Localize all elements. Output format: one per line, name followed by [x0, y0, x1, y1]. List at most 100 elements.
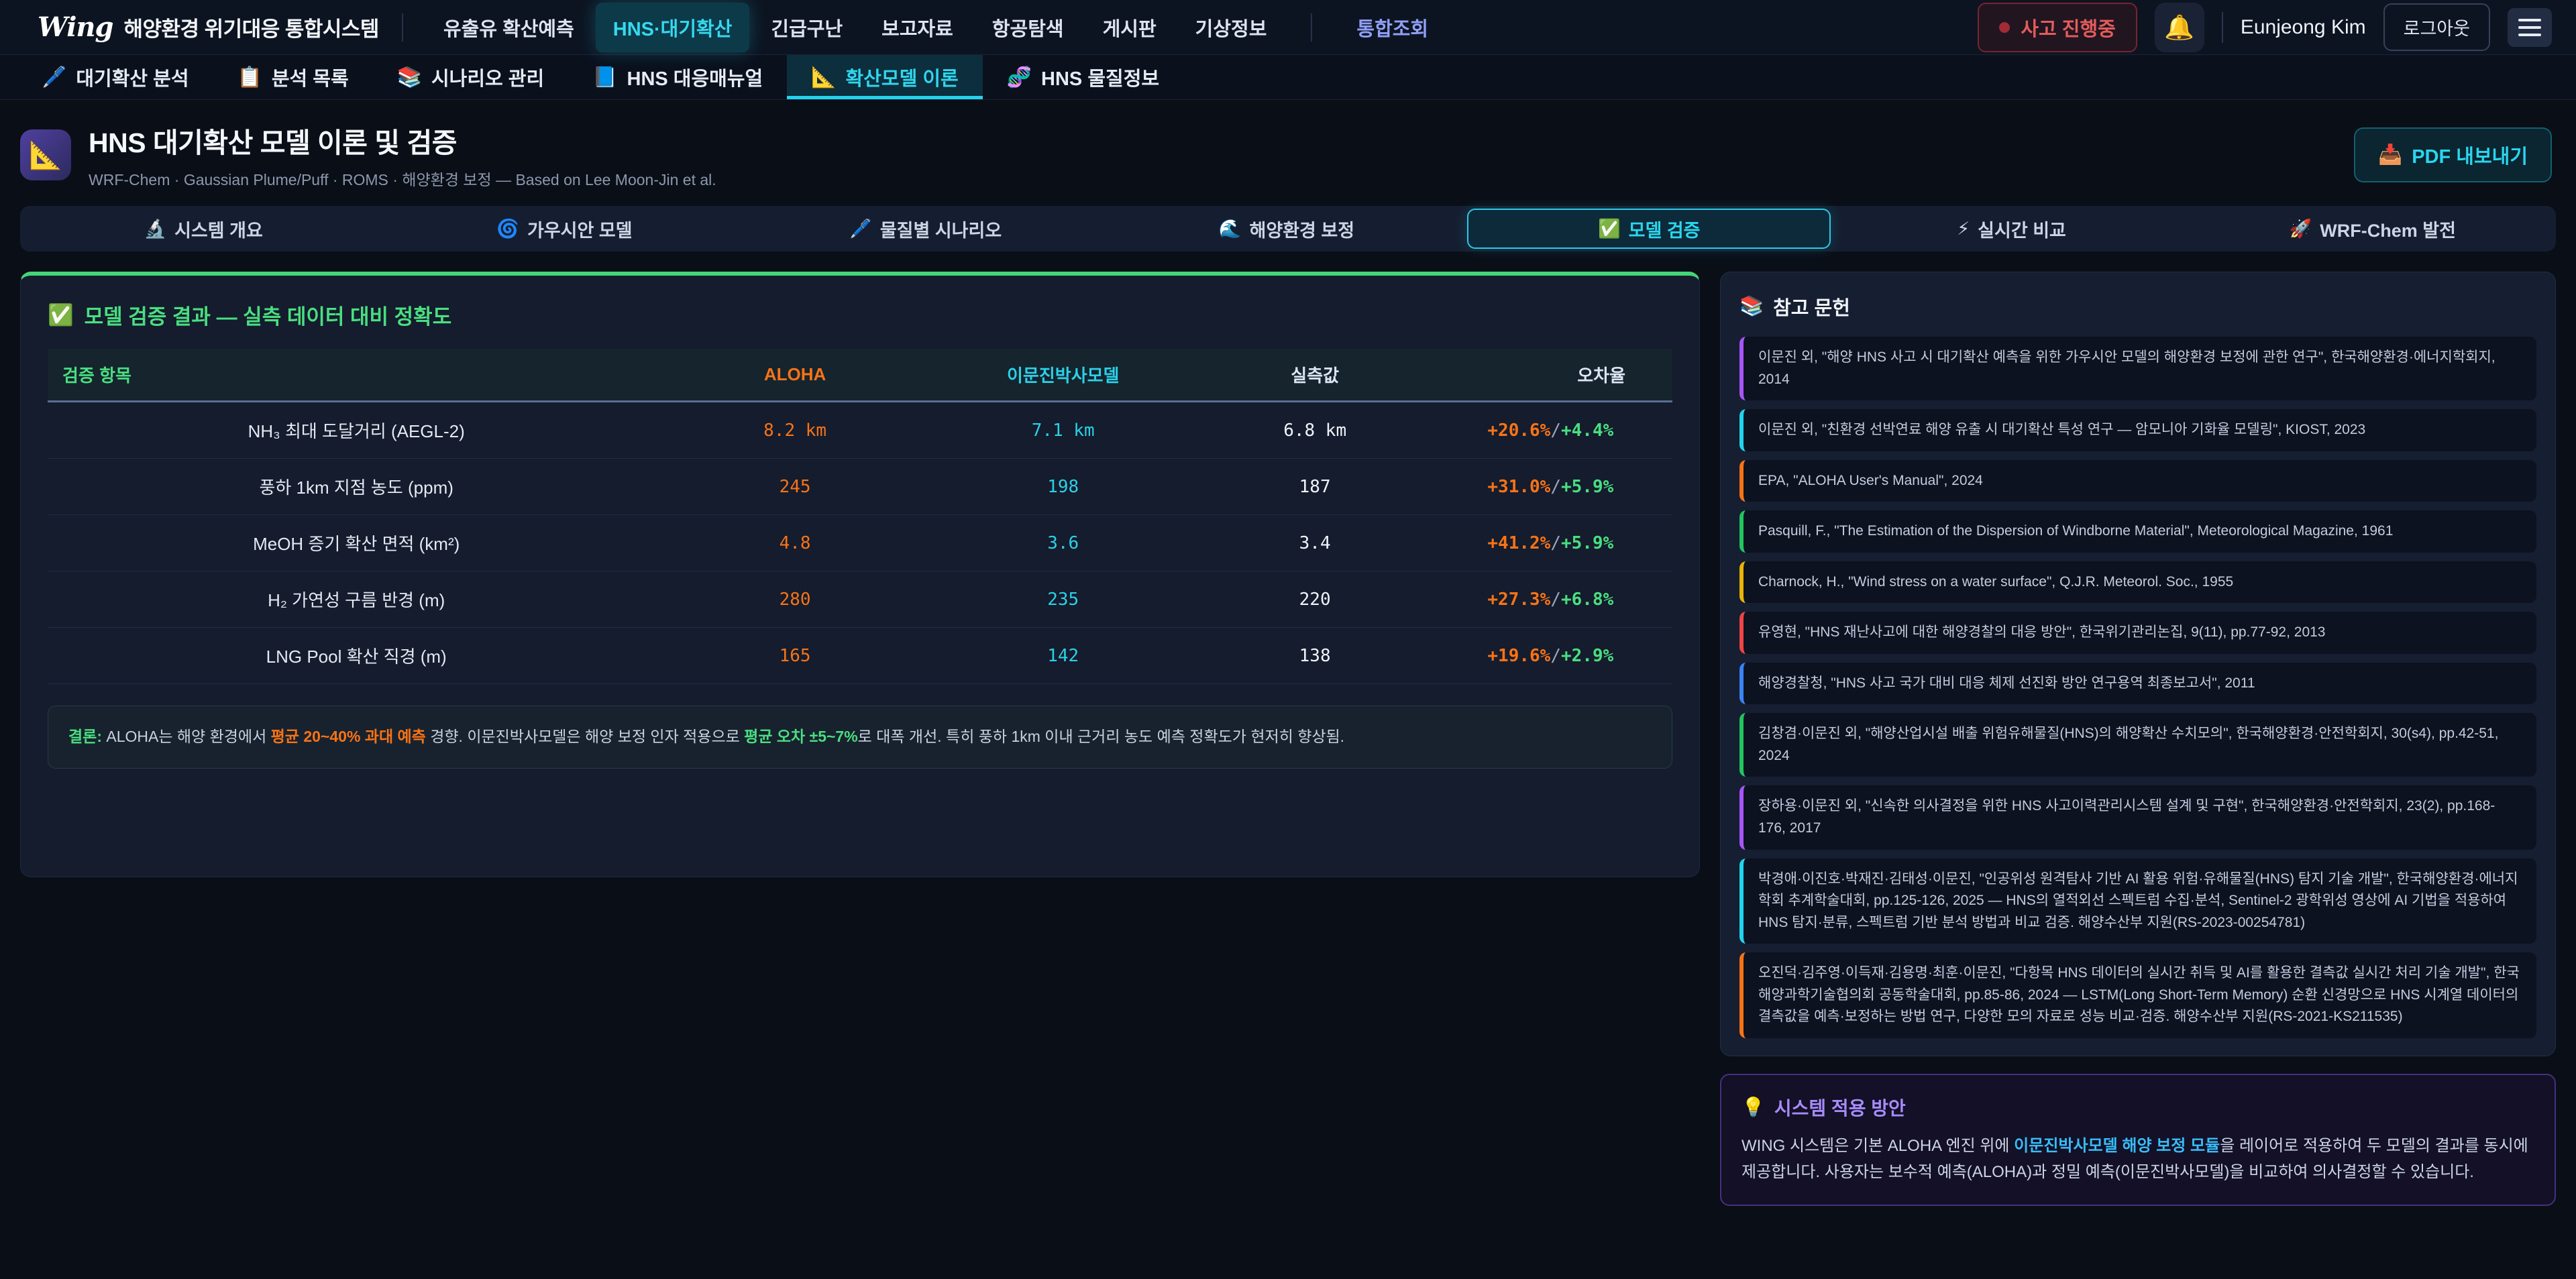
- error-model-4: +2.9%: [1560, 645, 1614, 666]
- validation-section-title: ✅ 모델 검증 결과 — 실측 데이터 대비 정확도: [48, 300, 1672, 330]
- error-separator-1: /: [1550, 476, 1561, 497]
- cell-measured-4: 138: [1201, 627, 1429, 684]
- subnav-item-2[interactable]: 📚 시나리오 관리: [373, 55, 569, 99]
- note-segment-1: ALOHA는 해양 환경에서: [101, 728, 271, 745]
- user-name: Eunjeong Kim: [2240, 15, 2366, 38]
- note-segment-3: 경향. 이문진박사모델은 해양 보정 인자 적용으로: [425, 728, 745, 745]
- tab-6[interactable]: 🚀 WRF-Chem 발전: [2192, 209, 2553, 249]
- subnav-item-4[interactable]: 📐 확산모델 이론: [787, 55, 983, 99]
- validation-header-row: 검증 항목 ALOHA 이문진박사모델 실측값 오차율: [48, 349, 1672, 402]
- reference-item-10[interactable]: 오진덕·김주영·이득재·김용명·최훈·이문진, "다항목 HNS 데이터의 실시…: [1739, 952, 2536, 1038]
- tab-2[interactable]: 🖊️ 물질별 시나리오: [745, 209, 1106, 249]
- cell-measured-0: 6.8 km: [1201, 401, 1429, 459]
- cell-aloha-3: 280: [665, 571, 925, 628]
- error-separator-2: /: [1550, 533, 1561, 553]
- tab-0[interactable]: 🔬 시스템 개요: [23, 209, 384, 249]
- nav-item-4[interactable]: 항공탐색: [991, 18, 1064, 40]
- subnav-item-0[interactable]: 🖊️ 대기확산 분석: [17, 55, 213, 99]
- validation-results-card: ✅ 모델 검증 결과 — 실측 데이터 대비 정확도 검증 항목 ALOHA 이…: [20, 272, 1700, 877]
- reference-item-2[interactable]: EPA, "ALOHA User's Manual", 2024: [1739, 459, 2536, 502]
- error-model-1: +5.9%: [1560, 476, 1614, 497]
- incident-status-badge[interactable]: 사고 진행중: [1978, 2, 2137, 52]
- system-application-panel: 💡 시스템 적용 방안 WING 시스템은 기본 ALOHA 엔진 위에 이문진…: [1720, 1073, 2556, 1207]
- cell-error-2: +41.2%/+5.9%: [1428, 514, 1672, 571]
- validation-title-text: 모델 검증 결과 — 실측 데이터 대비 정확도: [84, 305, 452, 329]
- references-title-text: 참고 문헌: [1773, 298, 1850, 319]
- pdf-export-button[interactable]: 📥 PDF 내보내기: [2354, 127, 2552, 182]
- references-list: 이문진 외, "해양 HNS 사고 시 대기확산 예측을 위한 가우시안 모델의…: [1739, 337, 2536, 1038]
- lightbulb-icon: 💡: [1741, 1097, 1765, 1118]
- validation-table-body: NH₃ 최대 도달거리 (AEGL-2) 8.2 km 7.1 km 6.8 km +2…: [48, 401, 1672, 684]
- app-title: 해양환경 위기대응 통합시스템: [123, 17, 379, 41]
- error-aloha-0: +20.6%: [1487, 420, 1551, 441]
- validation-table-head: 검증 항목 ALOHA 이문진박사모델 실측값 오차율: [48, 349, 1672, 402]
- tab-3[interactable]: 🌊 해양환경 보정: [1106, 209, 1467, 249]
- tab-1[interactable]: 🌀 가우시안 모델: [384, 209, 745, 249]
- logout-button[interactable]: 로그아웃: [2383, 3, 2490, 51]
- reference-item-7[interactable]: 김창겸·이문진 외, "해양산업시설 배출 위험유해물질(HNS)의 해양확산 …: [1739, 713, 2536, 777]
- right-sidebar: 📚 참고 문헌 이문진 외, "해양 HNS 사고 시 대기확산 예측을 위한 …: [1720, 272, 2556, 1207]
- tab-label-3: 해양환경 보정: [1249, 220, 1355, 241]
- tab-icon-1: 🌀: [496, 219, 519, 239]
- application-title: 💡 시스템 적용 방안: [1741, 1094, 2534, 1121]
- reference-item-9[interactable]: 박경애·이진호·박재진·김태성·이문진, "인공위성 원격탐사 기반 AI 활용…: [1739, 858, 2536, 944]
- tab-label-5: 실시간 비교: [1978, 220, 2066, 241]
- main-menu: 유출유 확산예측 HNS·대기확산 긴급구난 보고자료 항공탐색 게시판 기상정보 통합조회: [426, 2, 1446, 52]
- nav-item-7[interactable]: 통합조회: [1356, 18, 1429, 40]
- subnav-item-1[interactable]: 📋 분석 목록: [213, 55, 373, 99]
- cell-error-4: +19.6%/+2.9%: [1428, 627, 1672, 684]
- subnav-icon-0: 🖊️: [42, 66, 67, 89]
- notifications-button[interactable]: 🔔: [2154, 2, 2204, 52]
- status-badge-label: 사고 진행중: [2021, 18, 2116, 40]
- validation-row-3: H₂ 가연성 구름 반경 (m) 280 235 220 +27.3%/+6.8%: [48, 571, 1672, 628]
- logo-wordmark: Wing: [38, 11, 113, 43]
- books-icon: 📚: [1739, 296, 1764, 317]
- nav-item-2[interactable]: 긴급구난: [771, 18, 843, 40]
- nav-item-3[interactable]: 보고자료: [881, 18, 953, 40]
- logo-divider: [401, 13, 403, 42]
- subnav-item-3[interactable]: 📘 HNS 대응매뉴얼: [568, 55, 787, 99]
- reference-item-3[interactable]: Pasquill, F., "The Estimation of the Dis…: [1739, 510, 2536, 553]
- tab-5[interactable]: ⚡ 실시간 비교: [1831, 209, 2192, 249]
- section-navigation-bar: 🖊️ 대기확산 분석 📋 분석 목록 📚 시나리오 관리 📘 HNS 대응매뉴얼 📐 확산모델 이…: [0, 55, 2576, 100]
- topnav-right-cluster: 사고 진행중 🔔 Eunjeong Kim 로그아웃: [1978, 2, 2552, 52]
- col-header-item: 검증 항목: [48, 349, 665, 402]
- tab-4[interactable]: ✅ 모델 검증: [1467, 209, 1831, 249]
- nav-item-1[interactable]: HNS·대기확산: [595, 2, 750, 52]
- nav-item-5[interactable]: 게시판: [1102, 18, 1157, 40]
- tab-label-6: WRF-Chem 발전: [2320, 220, 2456, 241]
- subnav-item-5[interactable]: 🧬 HNS 물질정보: [983, 55, 1183, 99]
- reference-item-0[interactable]: 이문진 외, "해양 HNS 사고 시 대기확산 예측을 위한 가우시안 모델의…: [1739, 337, 2536, 401]
- tab-label-2: 물질별 시나리오: [879, 220, 1002, 241]
- note-segment-2: 평균 20~40% 과대 예측: [270, 728, 426, 745]
- reference-item-5[interactable]: 유영현, "HNS 재난사고에 대한 해양경찰의 대응 방안", 한국위기관리논…: [1739, 612, 2536, 654]
- subnav-label-3: HNS 대응매뉴얼: [627, 68, 763, 90]
- cell-aloha-0: 8.2 km: [665, 401, 925, 459]
- references-card: 📚 참고 문헌 이문진 외, "해양 HNS 사고 시 대기확산 예측을 위한 …: [1720, 272, 2556, 1056]
- cell-model-3: 235: [924, 571, 1201, 628]
- hamburger-menu-button[interactable]: [2508, 7, 2552, 47]
- subnav-label-5: HNS 물질정보: [1041, 68, 1160, 90]
- cell-model-1: 198: [924, 458, 1201, 515]
- nav-item-6[interactable]: 기상정보: [1195, 18, 1267, 40]
- reference-item-1[interactable]: 이문진 외, "친환경 선박연료 해양 유출 시 대기확산 특성 연구 — 암모…: [1739, 409, 2536, 451]
- reference-item-6[interactable]: 해양경찰청, "HNS 사고 국가 대비 대응 체제 선진화 방안 연구용역 최…: [1739, 662, 2536, 705]
- validation-row-1: 풍하 1km 지점 농도 (ppm) 245 198 187 +31.0%/+5.9%: [48, 458, 1672, 515]
- app-logo[interactable]: Wing 해양환경 위기대응 통합시스템: [38, 11, 379, 43]
- error-model-2: +5.9%: [1560, 533, 1614, 553]
- tab-icon-0: 🔬: [144, 219, 167, 239]
- note-segment-0: 결론:: [68, 728, 102, 745]
- reference-item-4[interactable]: Charnock, H., "Wind stress on a water su…: [1739, 561, 2536, 604]
- cell-item-2: MeOH 증기 확산 면적 (km²): [48, 514, 665, 571]
- reference-item-8[interactable]: 장하용·이문진 외, "신속한 의사결정을 위한 HNS 사고이력관리시스템 설…: [1739, 785, 2536, 850]
- cell-item-0: NH₃ 최대 도달거리 (AEGL-2): [48, 401, 665, 459]
- error-aloha-3: +27.3%: [1487, 589, 1551, 610]
- cell-model-2: 3.6: [924, 514, 1201, 571]
- subnav-icon-4: 📐: [811, 66, 837, 89]
- nav-item-0[interactable]: 유출유 확산예측: [443, 18, 574, 40]
- subnav-label-0: 대기확산 분석: [76, 68, 189, 90]
- application-segment-0: WING 시스템은 기본 ALOHA 엔진 위에: [1741, 1136, 2015, 1155]
- note-segment-4: 평균 오차 ±5~7%: [744, 728, 858, 745]
- triangle-ruler-icon: 📐: [29, 140, 62, 170]
- top-navigation-bar: Wing 해양환경 위기대응 통합시스템 유출유 확산예측 HNS·대기확산 긴급구…: [0, 0, 2576, 55]
